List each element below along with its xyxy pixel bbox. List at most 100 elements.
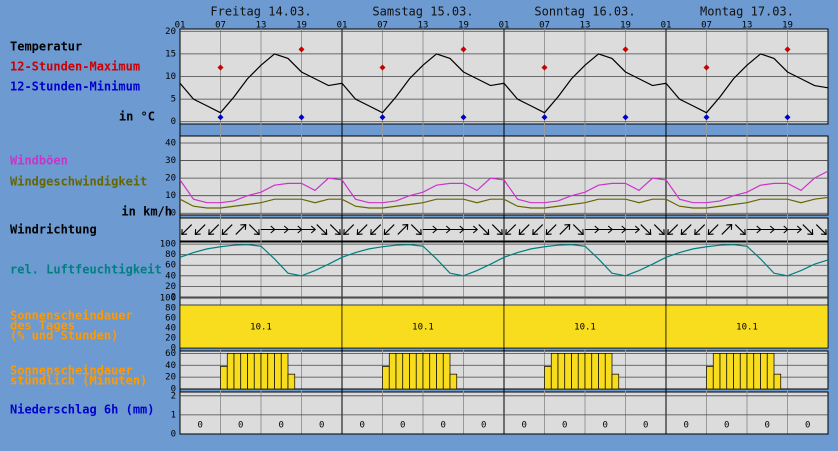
- bar: [388, 353, 397, 390]
- bar: [564, 353, 572, 390]
- y-tick-label: 0: [171, 385, 176, 395]
- y-tick-label: 20: [165, 27, 176, 37]
- wind-arrow: [653, 224, 665, 236]
- y-tick-label: 30: [165, 156, 176, 166]
- bar: [409, 353, 417, 390]
- value-label: 0: [643, 421, 648, 431]
- wind-arrow: [370, 224, 382, 236]
- wind-arrow: [478, 224, 490, 236]
- day-label: Samstag 15.03.: [372, 5, 473, 19]
- wind-arrow: [221, 224, 233, 236]
- panel-title: stündlich (Minuten): [10, 374, 147, 388]
- value-label: 0: [522, 421, 527, 431]
- bar: [611, 373, 620, 390]
- legend-entry: 12-Stunden-Minimum: [10, 80, 140, 94]
- sunshine-hours: 10.1: [736, 323, 758, 333]
- legend-entry: Windböen: [10, 154, 68, 168]
- value-label: 0: [724, 421, 729, 431]
- bar: [402, 353, 410, 390]
- wind-arrow: [815, 224, 827, 236]
- bar: [739, 353, 748, 390]
- sunshine-hours: 10.1: [412, 323, 434, 333]
- value-label: 0: [400, 421, 405, 431]
- wind-arrow: [707, 224, 719, 236]
- bar: [287, 373, 296, 390]
- panel-title: Sonnenscheindauer: [10, 364, 133, 378]
- bar: [604, 353, 613, 390]
- value-label: 0: [441, 421, 446, 431]
- bar: [382, 366, 390, 390]
- hour-tick-label: 13: [742, 21, 753, 31]
- hour-tick-label: 01: [175, 21, 186, 31]
- value-label: 0: [562, 421, 567, 431]
- bar: [712, 353, 721, 390]
- bar: [503, 304, 667, 349]
- bar: [719, 353, 728, 390]
- marker: [217, 64, 224, 71]
- y-tick-label: 40: [165, 324, 176, 334]
- panel-title: Niederschlag 6h (mm): [10, 403, 155, 417]
- y-tick-label: 15: [165, 49, 176, 59]
- y-tick-label: 20: [165, 334, 176, 344]
- bar: [395, 353, 404, 390]
- bar: [591, 353, 599, 390]
- value-label: 0: [319, 421, 324, 431]
- value-label: 0: [603, 421, 608, 431]
- value-label: 0: [279, 421, 284, 431]
- wind-arrow: [343, 224, 355, 236]
- hour-tick-label: 19: [782, 21, 793, 31]
- hour-tick-label: 07: [215, 21, 226, 31]
- value-label: 0: [360, 421, 365, 431]
- wind-arrow: [787, 225, 803, 234]
- y-tick-label: 40: [165, 271, 176, 281]
- y-tick-label: 20: [165, 174, 176, 184]
- bar: [733, 353, 741, 390]
- hour-tick-label: 13: [580, 21, 591, 31]
- bar: [240, 353, 248, 390]
- wind-arrow: [356, 224, 368, 236]
- hour-tick-label: 01: [661, 21, 672, 31]
- wind-arrow: [694, 224, 706, 236]
- day-label: Sonntag 16.03.: [534, 5, 635, 19]
- bar: [706, 366, 714, 390]
- y-tick-label: 80: [165, 250, 176, 260]
- y-tick-label: 60: [165, 261, 176, 271]
- panel-title: Windrichtung: [10, 223, 97, 237]
- wind-arrow: [329, 224, 341, 236]
- bar: [550, 353, 559, 390]
- bar: [665, 304, 829, 349]
- wind-arrow: [572, 224, 584, 236]
- wind-arrow: [545, 224, 557, 236]
- panel-title: Temperatur: [10, 40, 82, 54]
- bar: [220, 366, 228, 390]
- value-label: 0: [805, 421, 810, 431]
- y-tick-label: 0: [171, 117, 176, 127]
- wind-arrow: [397, 223, 409, 235]
- hour-tick-label: 01: [337, 21, 348, 31]
- legend-entry: Windgeschwindigkeit: [10, 175, 147, 189]
- bar: [442, 353, 451, 390]
- bar: [415, 353, 424, 390]
- wind-arrow: [463, 225, 479, 234]
- marker: [541, 114, 548, 121]
- y-tick-label: 20: [165, 373, 176, 383]
- bar: [436, 353, 444, 390]
- bar: [598, 353, 606, 390]
- wind-arrow: [680, 224, 692, 236]
- value-label: 0: [481, 421, 486, 431]
- wind-arrow: [625, 225, 641, 234]
- bar: [773, 373, 782, 390]
- bar: [766, 353, 775, 390]
- data-line: [179, 170, 829, 204]
- bar: [226, 353, 235, 390]
- wind-arrow: [194, 224, 206, 236]
- wind-arrow: [316, 224, 328, 236]
- y-tick-label: 5: [171, 95, 176, 105]
- y-tick-label: 1: [171, 410, 176, 420]
- wind-arrow: [667, 224, 679, 236]
- wind-arrow: [410, 224, 422, 236]
- bar: [746, 353, 755, 390]
- marker: [784, 46, 791, 53]
- hour-tick-label: 01: [499, 21, 510, 31]
